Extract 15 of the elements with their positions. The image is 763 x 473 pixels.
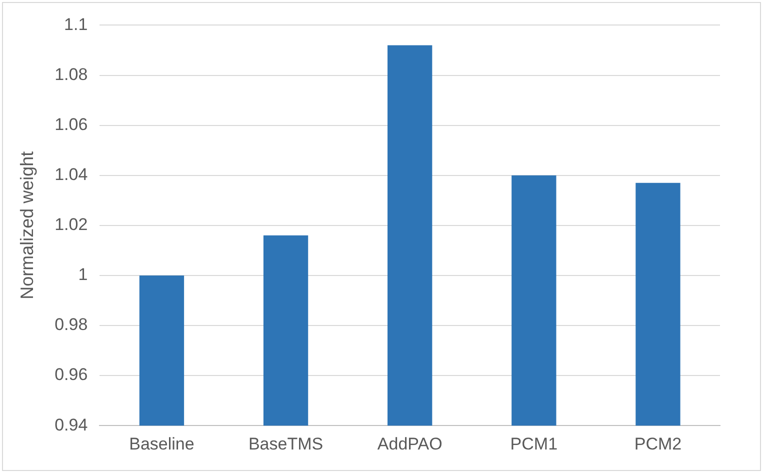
y-tick-label: 1.02 [54,215,88,234]
x-tick-label: PCM2 [634,434,682,454]
x-tick-label: BaseTMS [248,434,324,454]
y-tick-label: 1.06 [54,114,88,134]
x-tick-label: PCM1 [510,434,558,454]
y-tick-label: 1.04 [54,165,88,184]
y-tick-label: 1.08 [54,64,88,84]
y-tick-label: 1 [78,265,88,284]
x-tick-label: AddPAO [377,434,442,454]
y-tick-label: 0.96 [54,365,88,384]
x-tick-label: Baseline [129,434,194,454]
y-tick-label: 0.94 [54,415,88,434]
y-axis-title: Normalized weight [16,151,37,300]
y-tick-label: 0.98 [54,315,88,334]
y-tick-label: 1.1 [64,14,88,34]
